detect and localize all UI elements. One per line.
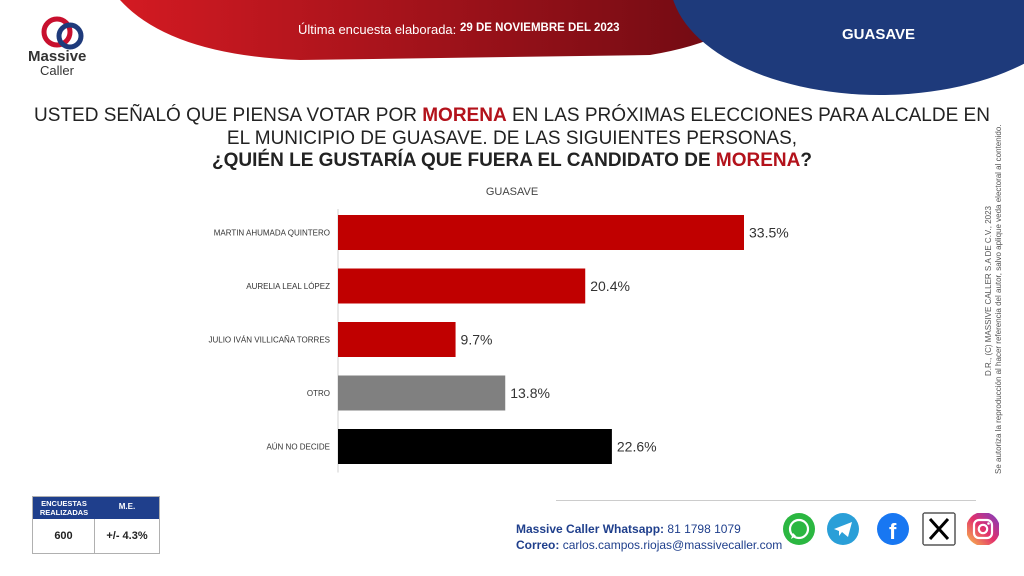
massive-caller-logo bbox=[41, 16, 84, 50]
value-label: 22.6% bbox=[617, 439, 657, 455]
facebook-icon[interactable]: f bbox=[876, 512, 910, 546]
stats-box: ENCUESTAS REALIZADAS M.E. 600 +/- 4.3% bbox=[32, 496, 160, 554]
bar bbox=[338, 375, 506, 411]
category-label: OTRO bbox=[307, 389, 330, 398]
category-label: JULIO IVÁN VILLICAÑA TORRES bbox=[208, 336, 330, 345]
bar bbox=[338, 322, 456, 357]
survey-date-label: Última encuesta elaborada: bbox=[298, 22, 457, 37]
category-label: MARTIN AHUMADA QUINTERO bbox=[214, 229, 330, 238]
category-label: AURELIA LEAL LÓPEZ bbox=[246, 282, 330, 291]
chart-title: GUASAVE bbox=[485, 186, 539, 198]
svg-text:f: f bbox=[889, 519, 897, 544]
margin-error-header: M.E. bbox=[95, 497, 159, 519]
x-icon[interactable] bbox=[922, 512, 956, 546]
footer-divider bbox=[556, 500, 976, 501]
margin-error-value: +/- 4.3% bbox=[106, 530, 148, 542]
bar bbox=[338, 429, 612, 464]
logo-text: Massive bbox=[28, 48, 87, 65]
email-contact: Correo: carlos.campos.riojas@massivecall… bbox=[516, 538, 783, 552]
whatsapp-icon[interactable] bbox=[782, 512, 816, 546]
question-line-1: USTED SEÑALÓ QUE PIENSA VOTAR POR MORENA… bbox=[34, 105, 990, 126]
telegram-icon[interactable] bbox=[826, 512, 860, 546]
category-label: AÚN NO DECIDE bbox=[266, 443, 330, 452]
question-line-2: EL MUNICIPIO DE GUASAVE. DE LAS SIGUIENT… bbox=[226, 128, 798, 149]
value-label: 33.5% bbox=[749, 225, 789, 241]
whatsapp-contact: Massive Caller Whatsapp: 81 1798 1079 bbox=[516, 522, 741, 536]
logo-text-sub: Caller bbox=[40, 63, 74, 78]
value-label: 13.8% bbox=[510, 385, 550, 401]
region-title: GUASAVE bbox=[842, 26, 916, 43]
surveys-value: 600 bbox=[33, 519, 95, 553]
bar bbox=[338, 215, 744, 250]
survey-date: 29 DE NOVIEMBRE DEL 2023 bbox=[460, 22, 620, 34]
question-line-3: ¿QUIÉN LE GUSTARÍA QUE FUERA EL CANDIDAT… bbox=[212, 150, 812, 171]
value-label: 9.7% bbox=[461, 332, 493, 348]
value-label: 20.4% bbox=[590, 278, 630, 294]
surveys-header: ENCUESTAS REALIZADAS bbox=[33, 497, 95, 519]
copyright-note: D.R., (C) MASSIVE CALLER S.A DE C.V., 20… bbox=[984, 206, 993, 376]
instagram-icon[interactable] bbox=[966, 512, 1000, 546]
reproduction-note: Se autoriza la reproducción al hacer ref… bbox=[994, 124, 1003, 474]
bar bbox=[338, 268, 586, 304]
